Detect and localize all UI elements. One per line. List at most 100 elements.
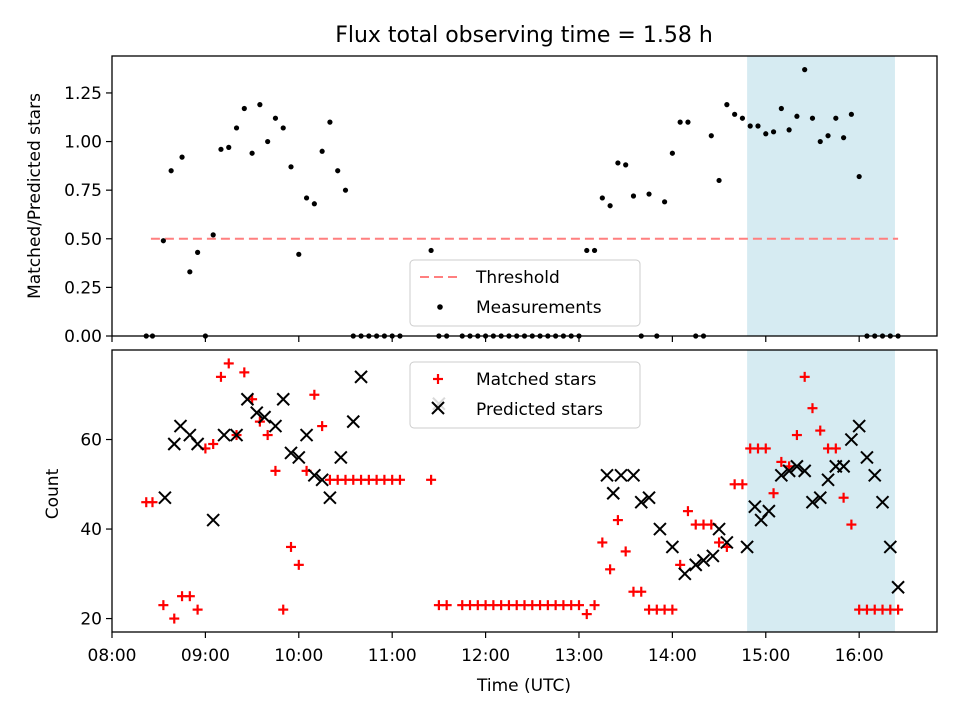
- predicted-star-marker: [217, 428, 231, 442]
- x-tick-label: 16:00: [835, 646, 884, 666]
- matched-star-marker: [192, 604, 203, 615]
- matched-star-marker: [605, 564, 616, 575]
- measurement-point: [615, 160, 621, 166]
- measurement-point: [841, 135, 847, 141]
- legend-matched-label: Matched stars: [476, 370, 596, 390]
- x-axis-label: Time (UTC): [476, 676, 571, 696]
- predicted-star-marker: [740, 540, 754, 554]
- measurement-point: [646, 191, 652, 197]
- measurement-point: [311, 201, 317, 207]
- matched-star-marker: [239, 367, 250, 378]
- top-y-ticks: 0.00 0.25 0.50 0.75 1.00 1.25: [64, 84, 112, 347]
- measurement-point: [817, 138, 823, 145]
- predicted-star-marker: [167, 437, 181, 451]
- top-axes-frame: [111, 55, 938, 337]
- matched-star-marker: [293, 559, 304, 570]
- matched-star-marker: [394, 474, 405, 485]
- predicted-star-marker: [634, 495, 648, 509]
- measurement-point: [661, 199, 668, 205]
- measurement-point: [747, 123, 753, 129]
- matched-star-marker: [776, 456, 787, 467]
- predicted-star-marker: [774, 468, 789, 483]
- measurement-point: [584, 247, 590, 254]
- matched-star-marker: [286, 541, 297, 552]
- measurement-point: [669, 150, 675, 156]
- measurement-point: [708, 133, 714, 139]
- predicted-star-marker: [852, 419, 866, 433]
- measurement-point: [856, 173, 862, 180]
- matched-star-marker: [791, 430, 802, 441]
- predicted-star-marker: [606, 486, 620, 500]
- matched-star-marker: [682, 506, 693, 517]
- matched-star-marker: [893, 604, 904, 615]
- top-panel: 0.00 0.25 0.50 0.75 1.00 1.25 Matched/Predict…: [25, 55, 938, 347]
- measurement-point: [724, 102, 730, 108]
- measurement-point: [272, 115, 279, 121]
- measurement-point: [786, 127, 792, 133]
- y-tick-label: 60: [80, 431, 102, 451]
- predicted-star-marker: [307, 468, 322, 483]
- x-tick-label: 12:00: [461, 646, 510, 666]
- predicted-star-marker: [229, 428, 244, 442]
- measurement-point: [218, 146, 224, 152]
- x-tick-label: 09:00: [181, 646, 230, 666]
- measurement-point: [168, 168, 174, 174]
- x-tick-label: 13:00: [554, 646, 603, 666]
- predicted-star-marker: [315, 473, 329, 487]
- measurement-point: [296, 251, 302, 257]
- measurement-point: [802, 67, 808, 73]
- predicted-star-marker: [250, 405, 264, 420]
- measurement-point: [257, 102, 263, 108]
- y-tick-label: 1.25: [64, 84, 102, 104]
- matched-star-marker: [737, 479, 748, 490]
- bottom-legend: Matched stars Predicted stars: [409, 361, 641, 429]
- measurement-point: [778, 105, 784, 112]
- predicted-star-marker: [626, 468, 641, 483]
- measurement-point: [179, 154, 185, 160]
- predicted-star-marker: [836, 459, 851, 474]
- measurement-point: [342, 187, 349, 193]
- predicted-star-marker: [689, 558, 703, 572]
- measurement-point: [825, 133, 831, 139]
- legend-threshold-label: Threshold: [475, 268, 560, 288]
- bottom-axes-frame: [111, 349, 938, 633]
- predicted-star-marker: [860, 450, 874, 465]
- bottom-highlight-region: [747, 350, 895, 632]
- measurement-point: [327, 119, 333, 125]
- figure-title: Flux total observing time = 1.58 h: [335, 23, 713, 48]
- matched-star-marker: [620, 546, 631, 557]
- matched-star-marker: [573, 600, 584, 611]
- predicted-star-marker: [797, 464, 812, 478]
- predicted-star-marker: [706, 549, 720, 563]
- matched-star-marker: [768, 488, 779, 499]
- y-tick-label: 0.50: [64, 230, 102, 250]
- measurement-point: [623, 162, 629, 168]
- predicted-star-marker: [790, 459, 804, 474]
- measurement-point: [195, 249, 201, 255]
- predicted-star-marker: [354, 370, 368, 384]
- predicted-star-marker: [653, 522, 667, 536]
- measurement-point: [187, 269, 193, 275]
- measurement-point: [288, 164, 294, 170]
- matched-star-marker: [158, 600, 169, 611]
- measurement-point: [833, 115, 839, 121]
- matched-star-marker: [278, 604, 289, 615]
- bottom-x-ticks: 08:00 09:00 10:00 11:00 12:00 13:00 14:00 15:00…: [88, 632, 884, 666]
- predicted-star-marker: [240, 392, 255, 406]
- measurement-point: [770, 129, 777, 135]
- y-tick-label: 0.25: [64, 278, 102, 298]
- measurement-point: [716, 177, 722, 184]
- measurement-point: [763, 131, 769, 137]
- predicted-star-marker: [696, 553, 711, 568]
- predicted-star-marker: [299, 428, 314, 442]
- predicted-star-marker: [762, 504, 776, 518]
- measurement-point: [280, 125, 286, 131]
- matched-star-marker: [215, 371, 226, 382]
- measurement-point: [233, 125, 240, 131]
- legend-matched-swatch: [433, 374, 443, 384]
- bottom-y-ticks: 20 40 60: [80, 431, 112, 630]
- predicted-star-marker: [720, 535, 734, 550]
- matched-star-marker: [667, 604, 678, 615]
- measurement-point: [249, 150, 255, 156]
